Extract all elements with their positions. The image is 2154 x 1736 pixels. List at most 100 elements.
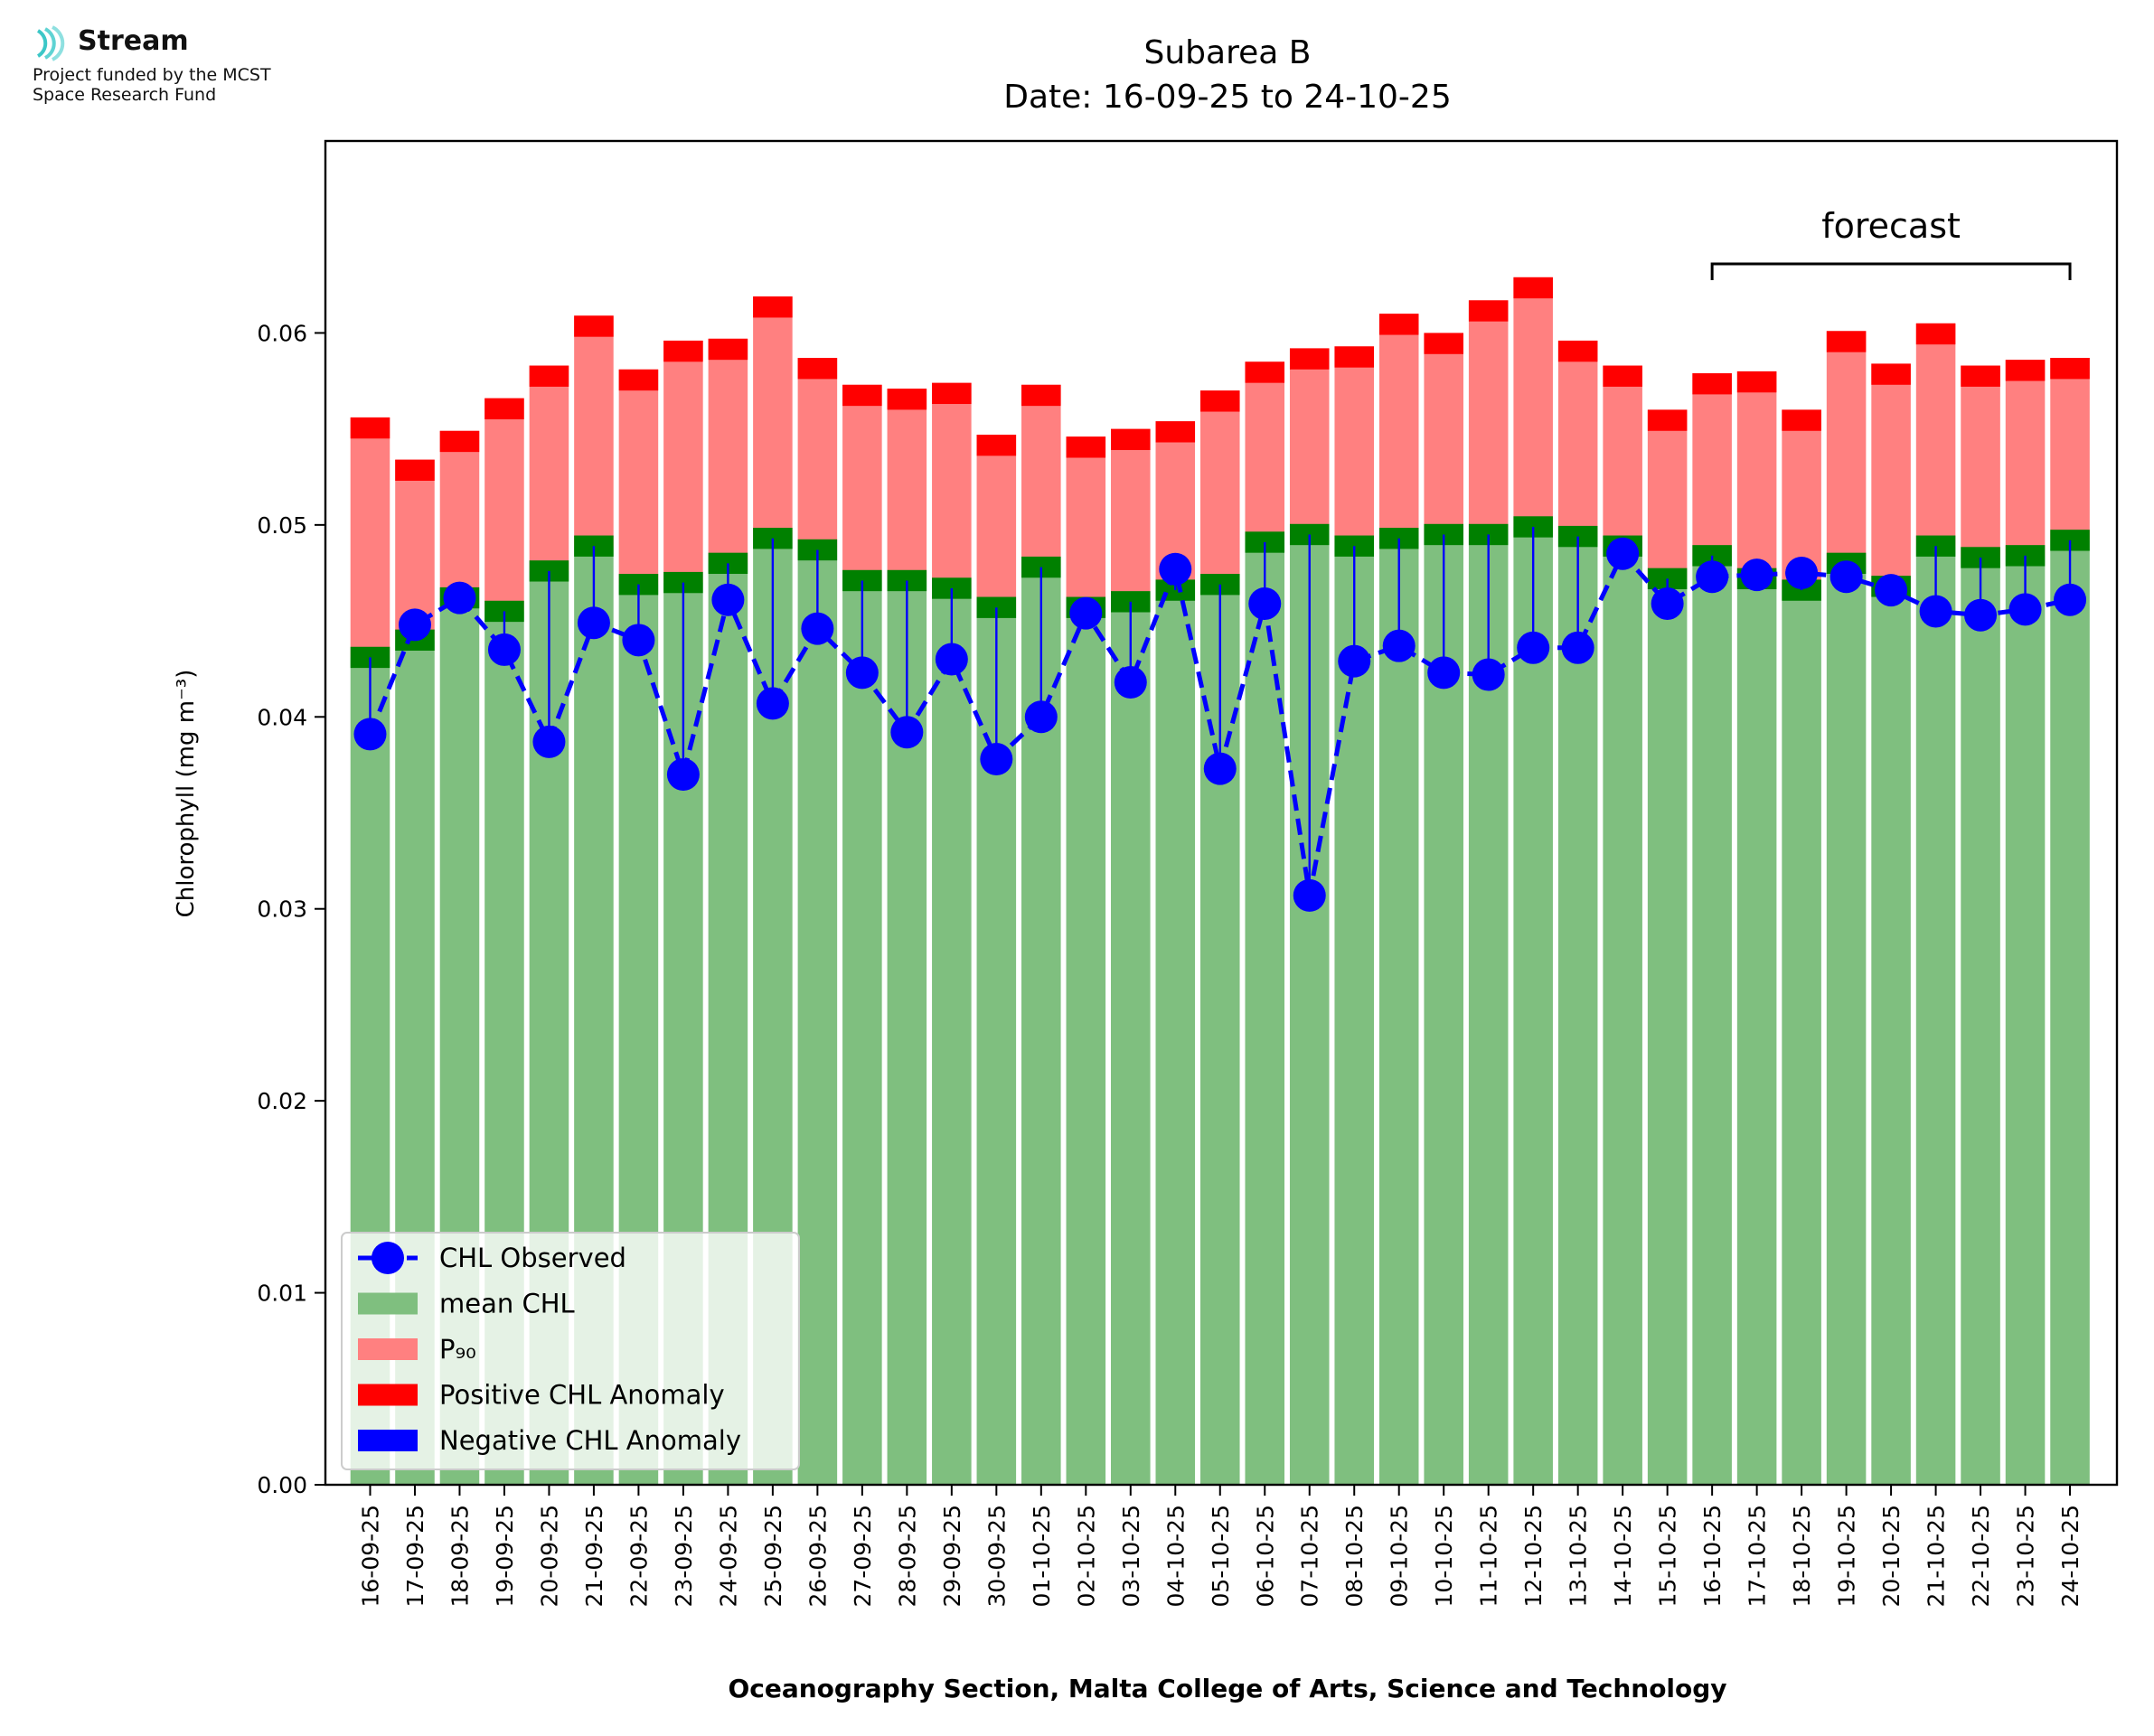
positive-anomaly-cap [1736,371,1777,393]
positive-anomaly-cap [797,358,838,380]
chart-subtitle: Date: 16-09-25 to 24-10-25 [1003,79,1451,116]
y-tick-label: 0.05 [257,512,307,539]
observed-point [1248,586,1282,620]
mean-bar [1334,546,1375,1485]
positive-anomaly-cap [1961,365,2000,387]
y-tick-label: 0.02 [257,1088,307,1114]
positive-anomaly-cap [663,340,703,362]
x-tick-label: 10-10-25 [1431,1505,1457,1607]
x-tick-label: 20-10-25 [1878,1505,1905,1607]
x-tick-label: 17-10-25 [1745,1505,1771,1607]
observed-point [980,743,1013,776]
x-tick-label: 30-09-25 [983,1505,1010,1607]
stream-logo: Stream Project funded by the MCST Space … [33,23,358,114]
p90-bar [1557,340,1598,537]
p90-bar [753,296,793,539]
positive-anomaly-cap [618,369,659,391]
logo-funding-line-2: Space Research Fund [33,85,217,105]
observed-point [1203,752,1237,785]
p90-bar [1066,436,1106,608]
p90-bar [1424,333,1463,535]
p90-bar [976,435,1017,608]
p90-bar [797,358,838,550]
x-tick-label: 01-10-25 [1029,1505,1055,1607]
mean-cap [1334,535,1375,557]
positive-anomaly-cap [395,459,435,481]
observed-point [801,612,834,645]
p90-bar [1961,365,2000,558]
mean-cap [484,600,524,623]
x-tick-label: 24-10-25 [2057,1505,2083,1607]
p90-bar [1647,409,1688,579]
observed-point [756,687,789,720]
observed-point [577,606,610,640]
x-tick-label: 02-10-25 [1073,1505,1099,1607]
observed-point [1069,596,1103,630]
p90-bar [529,365,569,571]
p90-bar [887,389,927,581]
observed-point [1696,560,1729,594]
x-tick-label: 23-09-25 [671,1505,697,1607]
x-tick-label: 07-10-25 [1297,1505,1323,1607]
forecast-annotation: forecast [1710,206,2072,280]
positive-anomaly-cap [2005,360,2046,381]
p90-bar [1826,331,1867,564]
positive-anomaly-cap [1603,365,1642,387]
p90-bar [663,340,703,583]
positive-anomaly-cap [932,382,972,405]
mean-bar [1468,534,1509,1486]
p90-bar [1871,363,1911,586]
x-tick-label: 19-10-25 [1834,1505,1860,1607]
observed-point [1606,537,1640,570]
observed-point [1293,878,1326,912]
x-tick-label: 11-10-25 [1476,1505,1502,1607]
observed-point [2008,593,2042,626]
p90-bar [1513,277,1553,527]
observed-point [487,633,521,666]
x-tick-label: 16-10-25 [1699,1505,1726,1607]
x-tick-label: 03-10-25 [1118,1505,1144,1607]
p90-bar [439,430,480,598]
p90-bar [932,382,972,588]
axes-layer: 0.00 0.01 0.02 0.03 0.04 0.05 0.06 16-09-25 17-0… [257,139,2119,1607]
positive-anomaly-cap [2050,358,2090,380]
p90-bar [484,398,524,612]
x-tick-label: 27-09-25 [850,1505,876,1607]
observed-point [1159,552,1192,586]
p90-bar [1199,390,1240,585]
x-tick-label: 26-09-25 [804,1505,831,1607]
x-tick-label: 28-09-25 [894,1505,920,1607]
observed-point [711,583,745,616]
observed-point [443,581,476,615]
signal-waves-icon [36,25,65,61]
observed-point [1517,631,1550,664]
observed-point [1651,586,1684,620]
observed-point [622,624,655,657]
p90-bar [1289,348,1330,535]
observed-point [1875,574,1908,607]
observed-point [1024,700,1058,734]
positive-anomaly-cap [1647,409,1688,431]
mean-cap [1289,523,1330,546]
mean-cap [1199,574,1240,596]
positive-anomaly-cap [1826,331,1867,352]
x-tick-label: 22-10-25 [1968,1505,1994,1607]
mean-bar [932,587,972,1485]
mean-cap [1468,523,1509,546]
mean-bar [1557,536,1598,1486]
positive-anomaly-cap [1871,363,1911,385]
x-tick-label: 04-10-25 [1162,1505,1189,1607]
positive-anomaly-cap [1066,436,1106,458]
positive-anomaly-cap [1289,348,1330,370]
observed-point [1338,644,1371,678]
positive-anomaly-cap [842,384,882,407]
mean-bar [1603,546,1642,1485]
observed-point [398,608,431,642]
mean-cap [1915,535,1956,557]
mean-bar [797,549,838,1485]
positive-anomaly-cap [1199,390,1240,412]
legend-label: P₉₀ [439,1334,476,1365]
p90-bar [350,417,390,658]
legend-swatch-p90 [358,1338,418,1360]
